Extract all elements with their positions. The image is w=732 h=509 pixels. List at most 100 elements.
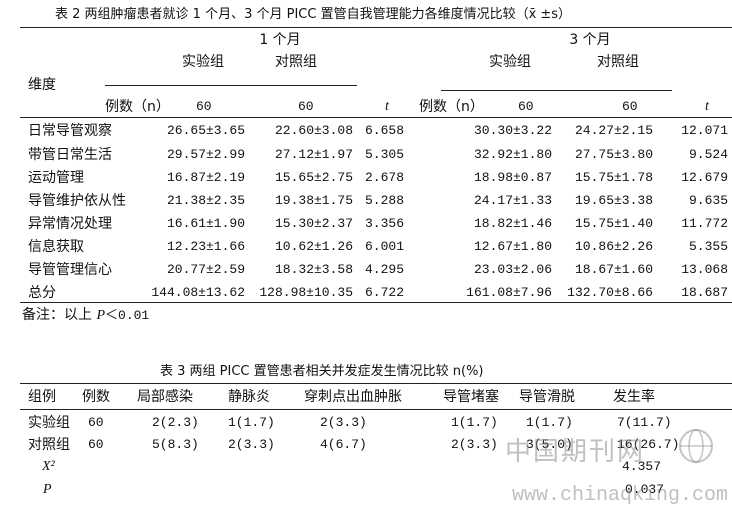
table3-cell: 2(2.3)	[152, 415, 199, 430]
watermark-globe-icon	[679, 429, 713, 463]
table3-header-cell: 穿刺点出血肿胀	[304, 389, 402, 405]
cell-3m-exp: 24.17±1.33	[473, 193, 552, 208]
note-threshold: ＜0.01	[105, 308, 150, 323]
table3-cell: 4(6.7)	[320, 437, 367, 452]
cell-1m-ctrl: 128.98±10.35	[259, 285, 353, 300]
table3-cell: 2(3.3)	[451, 437, 498, 452]
cell-1m-t: 5.288	[365, 193, 405, 208]
cell-1m-exp: 21.38±2.35	[166, 193, 245, 208]
cell-3m-ctrl: 132.70±8.66	[567, 285, 653, 300]
watermark-url: www.chinaqking.com	[511, 484, 728, 507]
cell-1m-ctrl: 15.30±2.37	[274, 216, 353, 231]
cell-1m-ctrl: 10.62±1.26	[274, 239, 353, 254]
table3-header-cell: 发生率	[613, 389, 655, 405]
cell-3m-ctrl: 15.75±1.40	[574, 216, 653, 231]
exp-group-heading: 实验组	[182, 54, 224, 70]
cell-1m-t: 6.658	[365, 123, 405, 138]
table3-group-label: 对照组	[28, 437, 70, 453]
table3-cell: 2(3.3)	[320, 415, 367, 430]
cell-3m-t: 18.687	[681, 285, 728, 300]
cell-1m-t: 3.356	[365, 216, 405, 231]
chi-square-value: 4.357	[622, 459, 662, 474]
cell-3m-exp: 23.03±2.06	[473, 262, 552, 277]
cell-3m-t: 9.524	[688, 147, 728, 162]
cell-3m-t: 13.068	[681, 262, 728, 277]
cell-3m-t: 12.071	[681, 123, 728, 138]
table3-header-cell: 组例	[28, 389, 56, 405]
n-label: 例数（n）	[105, 99, 170, 115]
cell-3m-t: 9.635	[688, 193, 728, 208]
table3-header-cell: 静脉炎	[228, 389, 270, 405]
cell-3m-t: 12.679	[681, 170, 728, 185]
cell-3m-ctrl: 15.75±1.78	[574, 170, 653, 185]
cell-3m-exp: 12.67±1.80	[473, 239, 552, 254]
p-value-label: P	[43, 482, 52, 497]
table3-title: 表 3 两组 PICC 置管患者相关并发症发生情况比较 n(%)	[160, 364, 484, 379]
table3-cell: 1(1.7)	[451, 415, 498, 430]
ctrl-group-heading: 对照组	[275, 54, 317, 70]
cell-1m-exp: 16.61±1.90	[166, 216, 245, 231]
cell-3m-ctrl: 27.75±3.80	[574, 147, 653, 162]
cell-3m-ctrl: 19.65±3.38	[574, 193, 653, 208]
table3-header-rule	[20, 409, 732, 410]
dimension-row-label: 日常导管观察	[28, 123, 112, 139]
period2-group-rule	[441, 90, 672, 91]
dimension-row-label: 带管日常生活	[28, 147, 112, 163]
cell-1m-exp: 26.65±3.65	[166, 123, 245, 138]
table3-header-cell: 例数	[82, 389, 110, 405]
cell-3m-exp: 161.08±7.96	[466, 285, 552, 300]
cell-1m-exp: 16.87±2.19	[166, 170, 245, 185]
cell-1m-ctrl: 22.60±3.08	[274, 123, 353, 138]
n-ctrl: 60	[622, 99, 638, 114]
exp-group-heading: 实验组	[489, 54, 531, 70]
dimension-row-label: 导管维护依从性	[28, 193, 126, 209]
table3-cell: 3(5.0)	[526, 437, 573, 452]
chi-square-label: X²	[42, 459, 55, 474]
cell-1m-exp: 29.57±2.99	[166, 147, 245, 162]
cell-3m-ctrl: 24.27±2.15	[574, 123, 653, 138]
table3-cell: 16(26.7)	[617, 437, 680, 452]
cell-3m-t: 5.355	[688, 239, 728, 254]
table3-header-cell: 导管堵塞	[443, 389, 499, 405]
cell-3m-ctrl: 10.86±2.26	[574, 239, 653, 254]
note-prefix: 备注：以上	[22, 307, 92, 323]
cell-1m-exp: 12.23±1.66	[166, 239, 245, 254]
table2-title: 表 2 两组肿瘤患者就诊 1 个月、3 个月 PICC 置管自我管理能力各维度情…	[55, 7, 572, 22]
period-heading: 1 个月	[259, 32, 301, 48]
table3-cell: 1(1.7)	[228, 415, 275, 430]
cell-1m-ctrl: 18.32±3.58	[274, 262, 353, 277]
cell-3m-exp: 30.30±3.22	[473, 123, 552, 138]
n-label: 例数（n）	[419, 99, 484, 115]
cell-1m-t: 6.722	[365, 285, 405, 300]
n-exp: 60	[518, 99, 534, 114]
t-header: t	[705, 99, 709, 114]
cell-1m-ctrl: 27.12±1.97	[274, 147, 353, 162]
table2-note: 备注：以上 P＜0.01	[22, 307, 149, 324]
table3-cell: 5(8.3)	[152, 437, 199, 452]
cell-3m-exp: 18.82±1.46	[473, 216, 552, 231]
dimension-row-label: 信息获取	[28, 239, 84, 255]
dimension-row-label: 导管管理信心	[28, 262, 112, 278]
period-heading: 3 个月	[569, 32, 611, 48]
cell-3m-ctrl: 18.67±1.60	[574, 262, 653, 277]
table3-cell: 60	[88, 415, 104, 430]
table3-cell: 1(1.7)	[526, 415, 573, 430]
table2-header-rule	[20, 117, 732, 118]
table2-bottom-rule	[20, 302, 732, 303]
table3-header-cell: 导管滑脱	[519, 389, 575, 405]
cell-1m-ctrl: 15.65±2.75	[274, 170, 353, 185]
cell-1m-t: 2.678	[365, 170, 405, 185]
n-exp: 60	[196, 99, 212, 114]
table3-header-cell: 局部感染	[137, 389, 193, 405]
note-p-symbol: P	[96, 308, 106, 323]
t-header: t	[385, 99, 389, 114]
table3-cell: 7(11.7)	[617, 415, 672, 430]
cell-3m-t: 11.772	[681, 216, 728, 231]
cell-1m-t: 5.305	[365, 147, 405, 162]
dimension-row-label: 总分	[28, 285, 56, 301]
table3-top-rule	[20, 383, 732, 384]
cell-1m-ctrl: 19.38±1.75	[274, 193, 353, 208]
cell-1m-exp: 144.08±13.62	[151, 285, 245, 300]
cell-3m-exp: 32.92±1.80	[473, 147, 552, 162]
